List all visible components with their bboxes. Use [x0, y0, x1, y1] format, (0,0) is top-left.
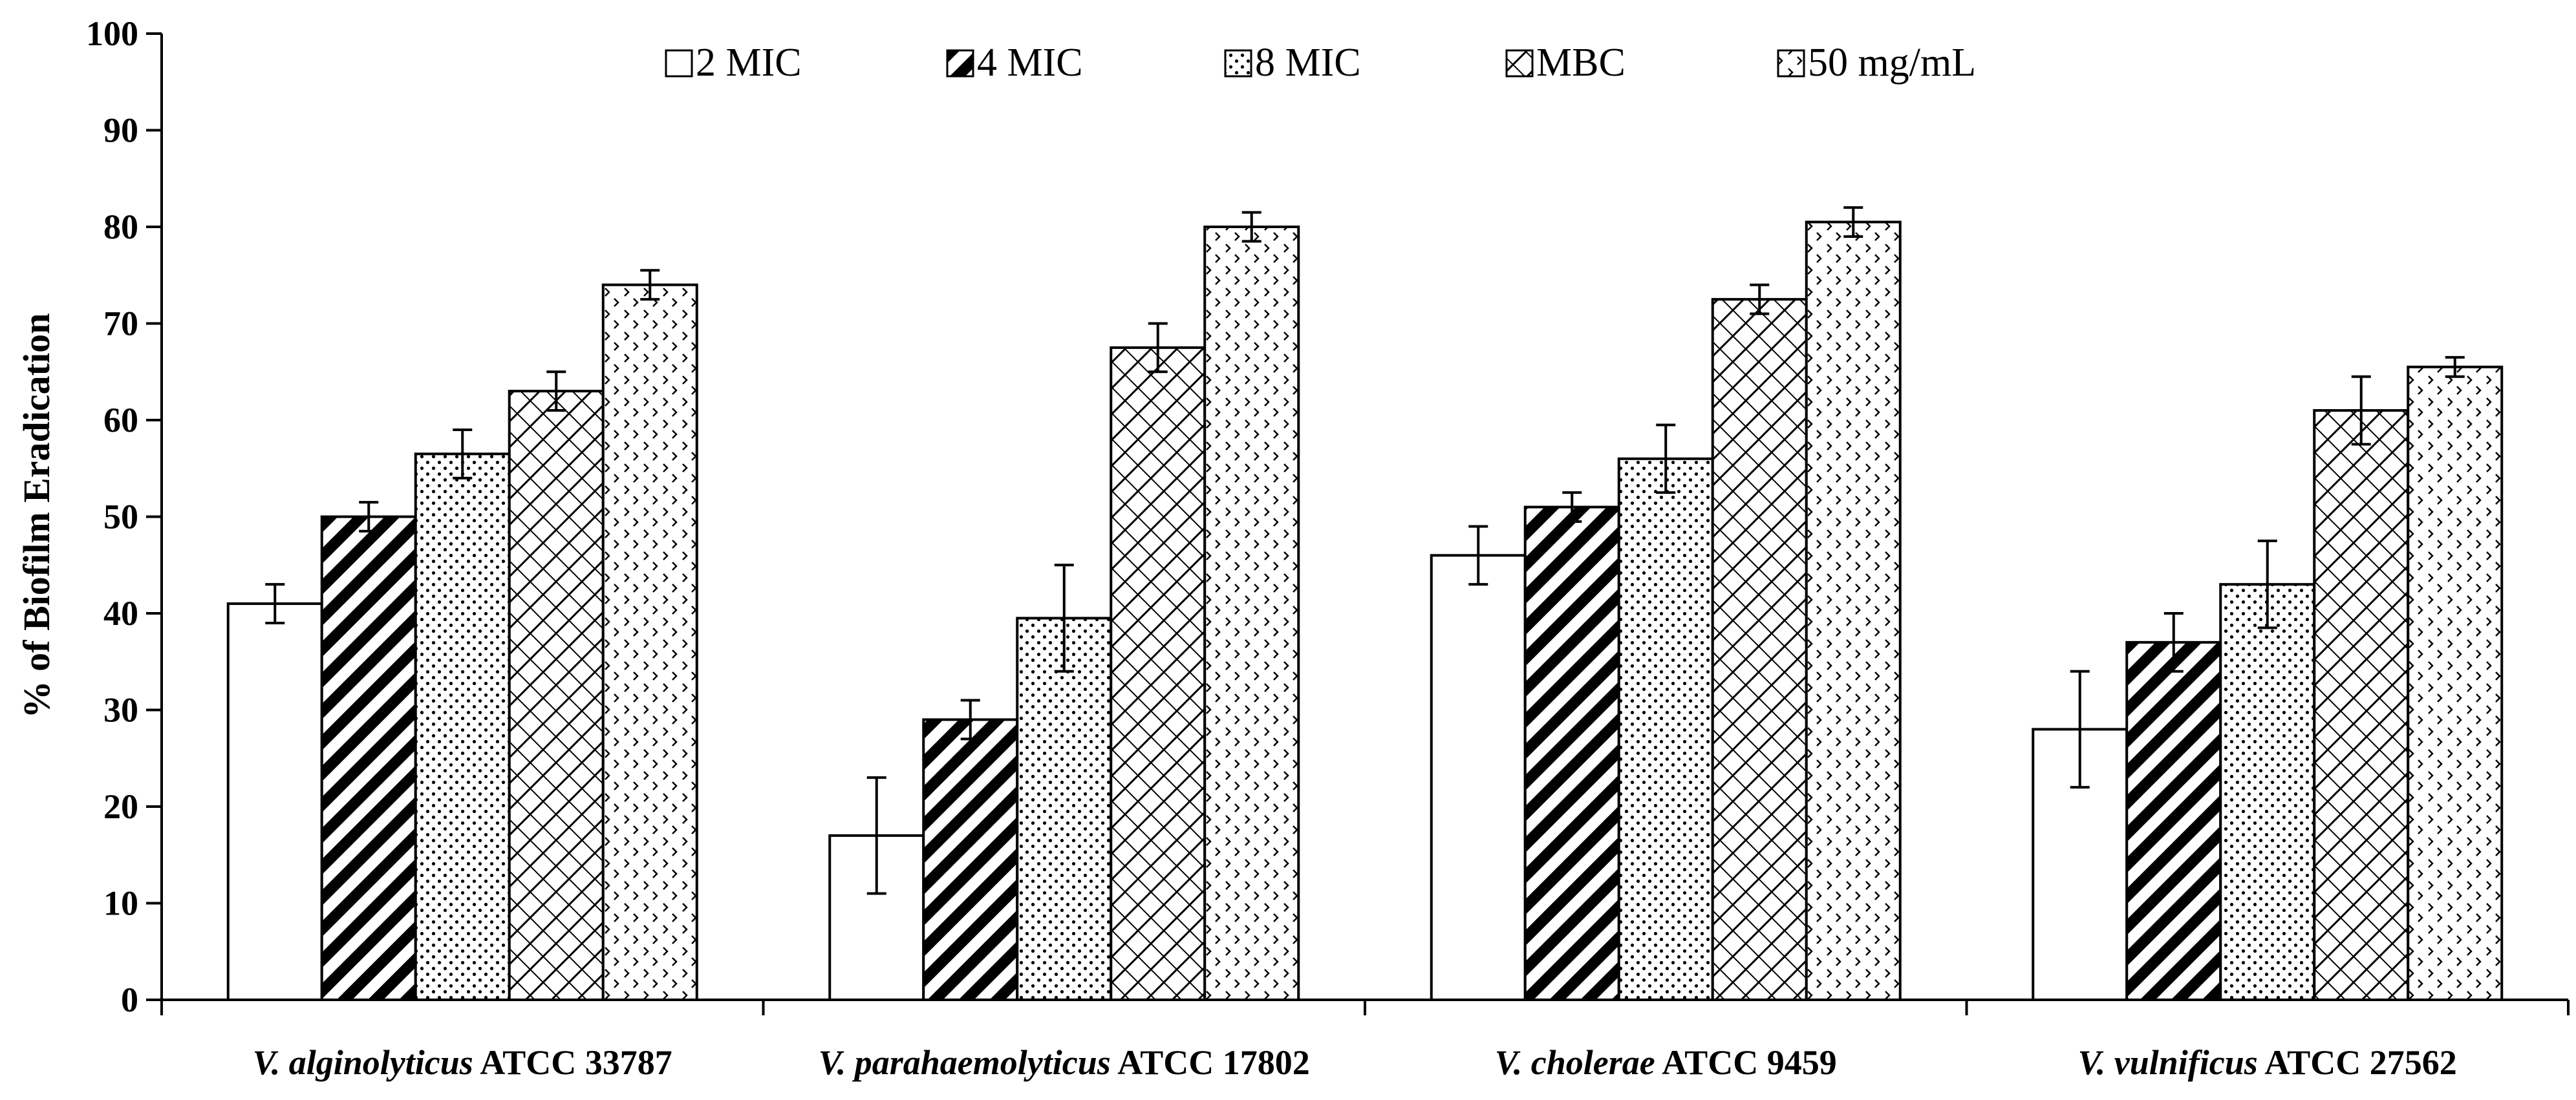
legend-item: 8 MIC: [1224, 41, 1361, 85]
y-axis: 0 10 20 30 40 50 60 70 80 90 100: [86, 14, 163, 1019]
y-tick-label: 20: [103, 787, 138, 826]
y-tick-label: 30: [103, 691, 138, 730]
category-strain: ATCC 27562: [2258, 1043, 2457, 1082]
bar-group: [226, 269, 698, 1002]
x-axis: V. alginolyticus ATCC 33787 V. parahaemol…: [160, 999, 2570, 1082]
category-species: V. parahaemolyticus: [819, 1043, 1111, 1082]
y-tick-label: 90: [103, 111, 138, 150]
legend-label: MBC: [1536, 41, 1626, 85]
y-tick-label: 60: [103, 401, 138, 439]
bar-group: [1430, 206, 1902, 1001]
bars: [226, 206, 2504, 1002]
bar: [1617, 457, 1714, 1001]
y-tick-label: 70: [103, 304, 138, 343]
bar: [2313, 409, 2410, 1001]
bar: [922, 718, 1019, 1001]
category-label: V. vulnificus ATCC 27562: [2078, 1043, 2457, 1082]
category-strain: ATCC 9459: [1655, 1043, 1837, 1082]
category-strain: ATCC 33787: [473, 1043, 672, 1082]
bar: [1523, 505, 1620, 1001]
legend-label: 2 MIC: [696, 41, 802, 85]
category-species: V. alginolyticus: [253, 1043, 473, 1082]
bar: [1110, 346, 1207, 1001]
legend-label: 50 mg/mL: [1808, 41, 1976, 85]
legend-label: 4 MIC: [977, 41, 1083, 85]
bar: [508, 390, 605, 1001]
y-tick-label: 40: [103, 594, 138, 633]
legend-item: 50 mg/mL: [1777, 41, 1976, 85]
legend-swatch: [665, 49, 693, 78]
legend-item: 4 MIC: [946, 41, 1083, 85]
bar: [1016, 617, 1113, 1001]
bar: [2219, 583, 2316, 1001]
legend-swatch: [1505, 49, 1534, 78]
category-species: V. cholerae: [1495, 1043, 1655, 1082]
bar: [320, 515, 417, 1001]
bar: [2125, 640, 2222, 1001]
legend-swatch: [1224, 49, 1252, 78]
bar: [226, 602, 323, 1001]
legend-item: 2 MIC: [665, 41, 802, 85]
bar: [1805, 220, 1902, 1001]
legend-label: 8 MIC: [1255, 41, 1361, 85]
bar: [1711, 298, 1808, 1001]
bar: [414, 452, 511, 1001]
category-label: V. cholerae ATCC 9459: [1495, 1043, 1837, 1082]
y-tick-label: 50: [103, 498, 138, 536]
legend: 2 MIC 4 MIC 8 MIC MBC 50 mg/mL: [665, 41, 1976, 85]
y-axis-label-group: % of Biofilm Eradication: [16, 313, 58, 719]
legend-swatch: [1777, 49, 1805, 78]
bar-group: [828, 211, 1300, 1001]
bar-group: [2032, 355, 2504, 1002]
category-label: V. alginolyticus ATCC 33787: [253, 1043, 672, 1082]
category-strain: ATCC 17802: [1111, 1043, 1310, 1082]
bar: [1203, 226, 1300, 1001]
y-tick-label: 80: [103, 207, 138, 246]
category-species: V. vulnificus: [2078, 1043, 2258, 1082]
bar: [601, 283, 698, 1002]
category-label: V. parahaemolyticus ATCC 17802: [819, 1043, 1310, 1082]
legend-swatch: [946, 49, 974, 78]
bar: [1430, 554, 1527, 1001]
bar: [2407, 365, 2504, 1001]
y-tick-label: 100: [86, 14, 138, 53]
y-tick-label: 10: [103, 884, 138, 923]
y-axis-label: % of Biofilm Eradication: [16, 313, 58, 719]
legend-item: MBC: [1505, 41, 1626, 85]
y-tick-label: 0: [121, 980, 138, 1019]
